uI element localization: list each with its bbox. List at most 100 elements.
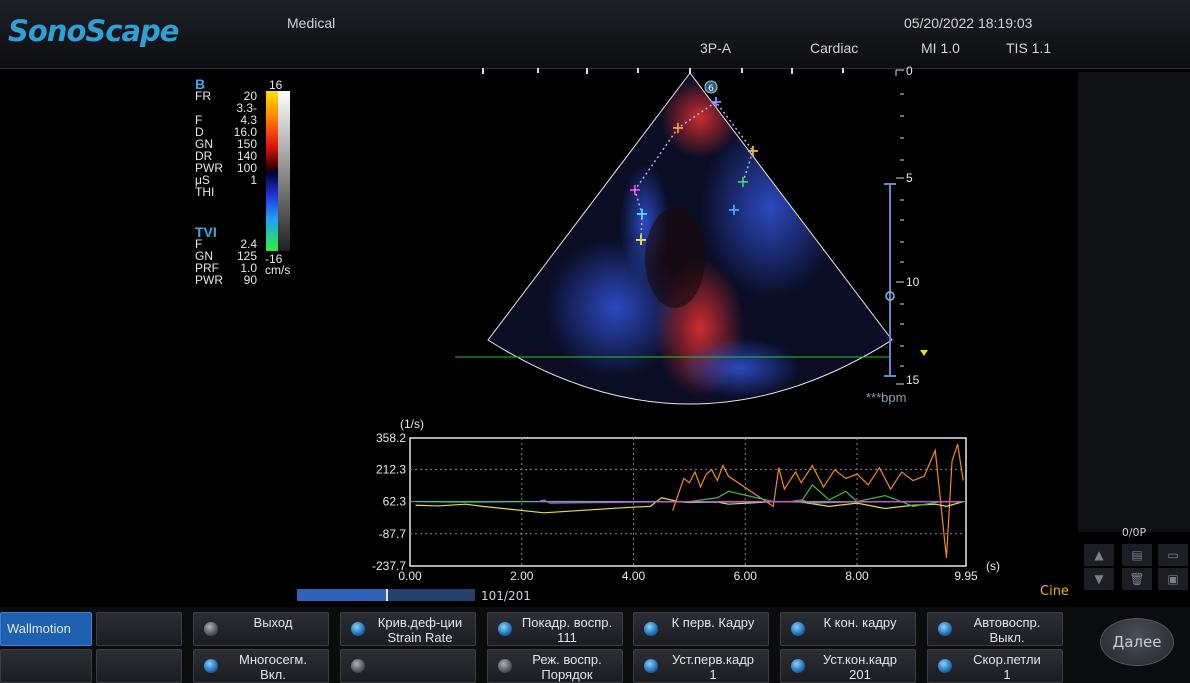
set-last-frame-button[interactable]: Уст.кон.кадр 201: [780, 649, 916, 683]
knob-icon: [351, 659, 365, 673]
cine-frame-label: 101/201: [481, 589, 531, 603]
mode-label: Medical: [287, 15, 336, 31]
exit-label: Выход: [253, 615, 293, 630]
set-first-frame-button[interactable]: Уст.перв.кадр 1: [633, 649, 769, 683]
focus-marker-icon[interactable]: [920, 350, 928, 356]
softkey-blank-1[interactable]: [96, 612, 182, 646]
strain-rate-button[interactable]: Крив.деф-ции Strain Rate: [340, 612, 476, 646]
datetime-label: 05/20/2022 18:19:03: [904, 15, 1033, 31]
depth-label-15: 15: [906, 373, 920, 387]
tis-label: TIS 1.1: [1006, 40, 1052, 56]
cine-label: Cine: [1040, 584, 1069, 599]
strain-rate-chart[interactable]: 358.2 212.3 62.3 -87.7 -237.70.00 2.00 4.00 6.0…: [360, 410, 1020, 590]
first-frame-button[interactable]: К перв. Кадру: [633, 612, 769, 646]
param-value: 16.0: [233, 125, 257, 139]
knob-icon: [498, 659, 512, 673]
autoplay-label: Автовоспр. Выкл.: [973, 615, 1041, 645]
tvi-title: TVI: [195, 224, 217, 240]
depth-label-5: 5: [906, 171, 913, 185]
x-tick-label: 0.00: [398, 569, 422, 583]
param-key: DR: [195, 149, 213, 163]
param-key: GN: [195, 137, 213, 151]
knob-icon: [644, 659, 658, 673]
softkey-blank-2[interactable]: [0, 649, 92, 683]
param-value: 2.4: [240, 237, 257, 251]
b-mode-title: B: [195, 76, 206, 92]
series-line-3: [689, 483, 964, 507]
param-value: 150: [236, 137, 257, 151]
param-row: PWR 90: [195, 274, 257, 286]
set-last-frame-label: Уст.кон.кадр 201: [823, 652, 897, 682]
last-frame-button[interactable]: К кон. кадру: [780, 612, 916, 646]
colorbar-max: 16: [269, 78, 283, 92]
softkey-blank-3[interactable]: [96, 649, 182, 683]
last-frame-label: К кон. кадру: [823, 615, 897, 630]
colorbar-min: -16: [265, 252, 283, 266]
wallmotion-label: Wallmotion: [7, 621, 71, 636]
param-value: 20: [243, 89, 257, 103]
param-row: D 16.0: [195, 126, 257, 138]
page-down-icon[interactable]: ▼: [1084, 568, 1114, 590]
multisegment-button[interactable]: Многосегм. Вкл.: [193, 649, 329, 683]
first-frame-label: К перв. Кадру: [671, 615, 755, 630]
set-first-frame-label: Уст.перв.кадр 1: [671, 652, 755, 682]
cine-progress-marker[interactable]: [386, 589, 388, 601]
param-key: THI: [195, 185, 215, 199]
cine-progress-bar[interactable]: [297, 589, 475, 601]
delete-icon[interactable]: 🗑: [1122, 568, 1152, 590]
page-up-icon[interactable]: ▲: [1084, 544, 1114, 566]
velocity-color-bar: [266, 91, 290, 251]
x-tick-label: 9.95: [954, 569, 978, 583]
param-row: FR 20: [195, 90, 257, 102]
param-key: μS: [195, 173, 210, 187]
knob-icon: [204, 659, 218, 673]
exit-button[interactable]: Выход: [193, 612, 329, 646]
thumbnail-panel[interactable]: [1078, 72, 1190, 532]
knob-icon: [791, 659, 805, 673]
knob-icon: [644, 622, 658, 636]
param-value: 1: [250, 173, 257, 187]
x-tick-label: 6.00: [734, 569, 758, 583]
frame-play-label: Покадр. воспр. 111: [521, 615, 613, 645]
param-row: PWR 100: [195, 162, 257, 174]
loop-speed-label: Скор.петли 1: [973, 652, 1041, 682]
autoplay-button[interactable]: Автовоспр. Выкл.: [927, 612, 1063, 646]
wallmotion-tab[interactable]: Wallmotion: [0, 612, 92, 646]
knob-icon: [791, 622, 805, 636]
param-key: PRF: [195, 261, 219, 275]
param-row: μS 1: [195, 174, 257, 186]
report-icon[interactable]: ▤: [1122, 544, 1152, 566]
tracking-markers[interactable]: + + + + + + + +: [628, 92, 759, 249]
depth-label-0: 0: [906, 66, 913, 78]
svg-text:+: +: [709, 92, 722, 111]
x-tick-label: 2.00: [510, 569, 534, 583]
preset-label: Cardiac: [810, 40, 859, 56]
y-tick-label: -237.7: [372, 559, 406, 573]
next-page-button[interactable]: Далее: [1100, 618, 1174, 666]
depth-scale: 0 5 10 15: [884, 66, 920, 387]
param-row: PRF 1.0: [195, 262, 257, 274]
play-mode-button[interactable]: Реж. воспр. Порядок: [487, 649, 623, 683]
y-tick-label: -87.7: [379, 527, 407, 541]
probe-label: 3P-A: [700, 40, 732, 56]
param-key: F: [195, 113, 203, 127]
y-tick-label: 358.2: [376, 431, 406, 445]
focus-slider-handle[interactable]: [885, 291, 895, 301]
x-tick-label: 4.00: [622, 569, 646, 583]
frame-play-button[interactable]: Покадр. воспр. 111: [487, 612, 623, 646]
param-value: 125: [236, 249, 257, 263]
export-icon[interactable]: ▭: [1158, 544, 1188, 566]
param-key: FR: [195, 89, 211, 103]
param-key: F: [195, 237, 203, 251]
loop-speed-button[interactable]: Скор.петли 1: [927, 649, 1063, 683]
y-tick-label: 62.3: [383, 495, 407, 509]
param-key: PWR: [195, 161, 223, 175]
series-line-1: [415, 497, 964, 514]
softkey-bar: Wallmotion Выход Многосегм. Вкл. Крив.де…: [0, 607, 1190, 683]
param-row: THI: [195, 186, 257, 198]
softkey-empty[interactable]: [340, 649, 476, 683]
param-row: GN 150: [195, 138, 257, 150]
ultrasound-image[interactable]: + + + + + + + + 6: [440, 68, 940, 413]
x-axis-label: (s): [986, 559, 1000, 573]
save-icon[interactable]: ▣: [1158, 568, 1188, 590]
